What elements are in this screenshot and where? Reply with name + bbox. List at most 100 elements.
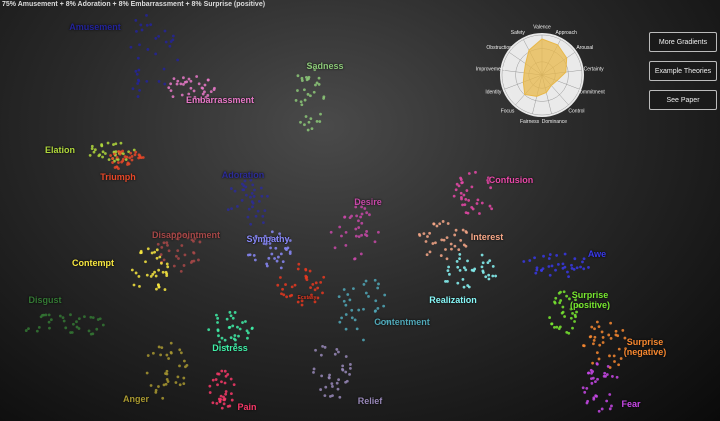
button[interactable]: Example Theories bbox=[649, 61, 717, 81]
data-point bbox=[118, 152, 122, 156]
data-point bbox=[251, 205, 254, 209]
data-point bbox=[314, 83, 317, 87]
data-point bbox=[197, 258, 200, 262]
data-point bbox=[556, 262, 560, 266]
data-point bbox=[267, 256, 271, 260]
cluster-label[interactable]: Sympathy bbox=[246, 234, 290, 244]
cluster-label[interactable]: Contempt bbox=[72, 258, 114, 268]
data-point bbox=[114, 142, 118, 146]
data-point bbox=[466, 284, 470, 287]
data-point bbox=[373, 240, 377, 244]
data-point bbox=[582, 257, 586, 261]
data-point bbox=[355, 214, 359, 218]
data-point bbox=[285, 238, 289, 242]
data-point bbox=[290, 285, 294, 289]
data-point bbox=[98, 317, 102, 321]
data-point bbox=[592, 397, 596, 401]
data-point bbox=[121, 152, 125, 156]
data-point bbox=[444, 279, 447, 283]
data-point bbox=[299, 120, 302, 124]
data-point bbox=[71, 322, 75, 326]
data-point bbox=[609, 321, 613, 325]
data-point bbox=[193, 236, 197, 240]
data-point bbox=[288, 239, 292, 242]
data-point bbox=[486, 261, 490, 265]
data-point bbox=[251, 201, 255, 205]
data-point bbox=[337, 295, 341, 299]
data-point bbox=[309, 94, 312, 98]
data-point bbox=[179, 269, 183, 273]
data-point bbox=[457, 248, 461, 252]
data-point bbox=[208, 384, 212, 388]
data-point bbox=[585, 387, 589, 390]
cluster-label[interactable]: Pain bbox=[237, 402, 257, 412]
data-point bbox=[35, 329, 39, 333]
cluster-label[interactable]: Surprise (negative) bbox=[623, 337, 667, 357]
cluster-label[interactable]: Triumph bbox=[100, 172, 136, 182]
data-point bbox=[246, 215, 250, 219]
cluster-label[interactable]: Amusement bbox=[69, 22, 121, 32]
data-point bbox=[428, 231, 432, 235]
data-point bbox=[553, 301, 557, 305]
data-point bbox=[323, 394, 327, 398]
cluster-label[interactable]: Awe bbox=[587, 249, 607, 259]
cluster-label[interactable]: Confusion bbox=[488, 175, 534, 185]
data-point bbox=[474, 170, 477, 174]
data-point bbox=[216, 372, 219, 376]
data-point bbox=[591, 361, 594, 365]
data-point bbox=[164, 40, 168, 44]
cluster-label[interactable]: Disgust bbox=[28, 295, 62, 305]
data-point bbox=[463, 203, 467, 207]
data-point bbox=[47, 313, 51, 317]
cluster-label[interactable]: Realization bbox=[429, 295, 477, 305]
data-point bbox=[100, 144, 104, 147]
data-point bbox=[252, 194, 256, 198]
data-point bbox=[58, 314, 62, 318]
data-point bbox=[534, 271, 538, 275]
data-point bbox=[266, 194, 269, 198]
data-point bbox=[77, 327, 81, 330]
data-point bbox=[535, 268, 539, 272]
cluster-label[interactable]: Embarrassment bbox=[185, 95, 255, 105]
data-point bbox=[169, 82, 173, 86]
cluster-label[interactable]: Adoration bbox=[221, 170, 265, 180]
data-point bbox=[288, 294, 292, 298]
cluster-label[interactable]: Ecstasy bbox=[297, 295, 317, 301]
button[interactable]: See Paper bbox=[649, 90, 717, 110]
data-point bbox=[548, 316, 552, 319]
data-point bbox=[234, 338, 237, 342]
data-point bbox=[224, 390, 228, 393]
data-point bbox=[24, 329, 28, 332]
data-point bbox=[145, 273, 149, 277]
cluster-label[interactable]: Relief bbox=[357, 396, 383, 406]
cluster-label[interactable]: Contentment bbox=[374, 317, 430, 327]
data-point bbox=[223, 369, 227, 373]
radar-axis-label: Certainty bbox=[584, 67, 605, 73]
data-point bbox=[285, 295, 289, 299]
data-point bbox=[465, 231, 468, 234]
cluster-label[interactable]: Interest bbox=[470, 232, 504, 242]
data-point bbox=[182, 83, 185, 86]
data-point bbox=[176, 237, 180, 241]
cluster-label[interactable]: Fear bbox=[621, 399, 641, 409]
cluster-label[interactable]: Elation bbox=[44, 145, 76, 155]
data-point bbox=[535, 266, 539, 270]
cluster-label[interactable]: Distress bbox=[212, 343, 248, 353]
data-point bbox=[136, 95, 140, 98]
data-point bbox=[614, 333, 618, 337]
cluster-label[interactable]: Surprise (positive) bbox=[569, 290, 610, 310]
data-point bbox=[344, 327, 348, 331]
data-point bbox=[608, 393, 612, 396]
cluster-label[interactable]: Disappointment bbox=[151, 230, 221, 240]
data-point bbox=[313, 300, 317, 304]
data-point bbox=[201, 87, 205, 90]
button[interactable]: More Gradients bbox=[649, 32, 717, 52]
cluster-label[interactable]: Anger bbox=[122, 394, 150, 404]
cluster-label[interactable]: Sadness bbox=[306, 61, 344, 71]
data-point bbox=[231, 324, 235, 328]
data-point bbox=[138, 43, 141, 47]
data-point bbox=[486, 181, 490, 185]
data-point bbox=[542, 254, 545, 258]
cluster-label[interactable]: Desire bbox=[354, 197, 382, 207]
